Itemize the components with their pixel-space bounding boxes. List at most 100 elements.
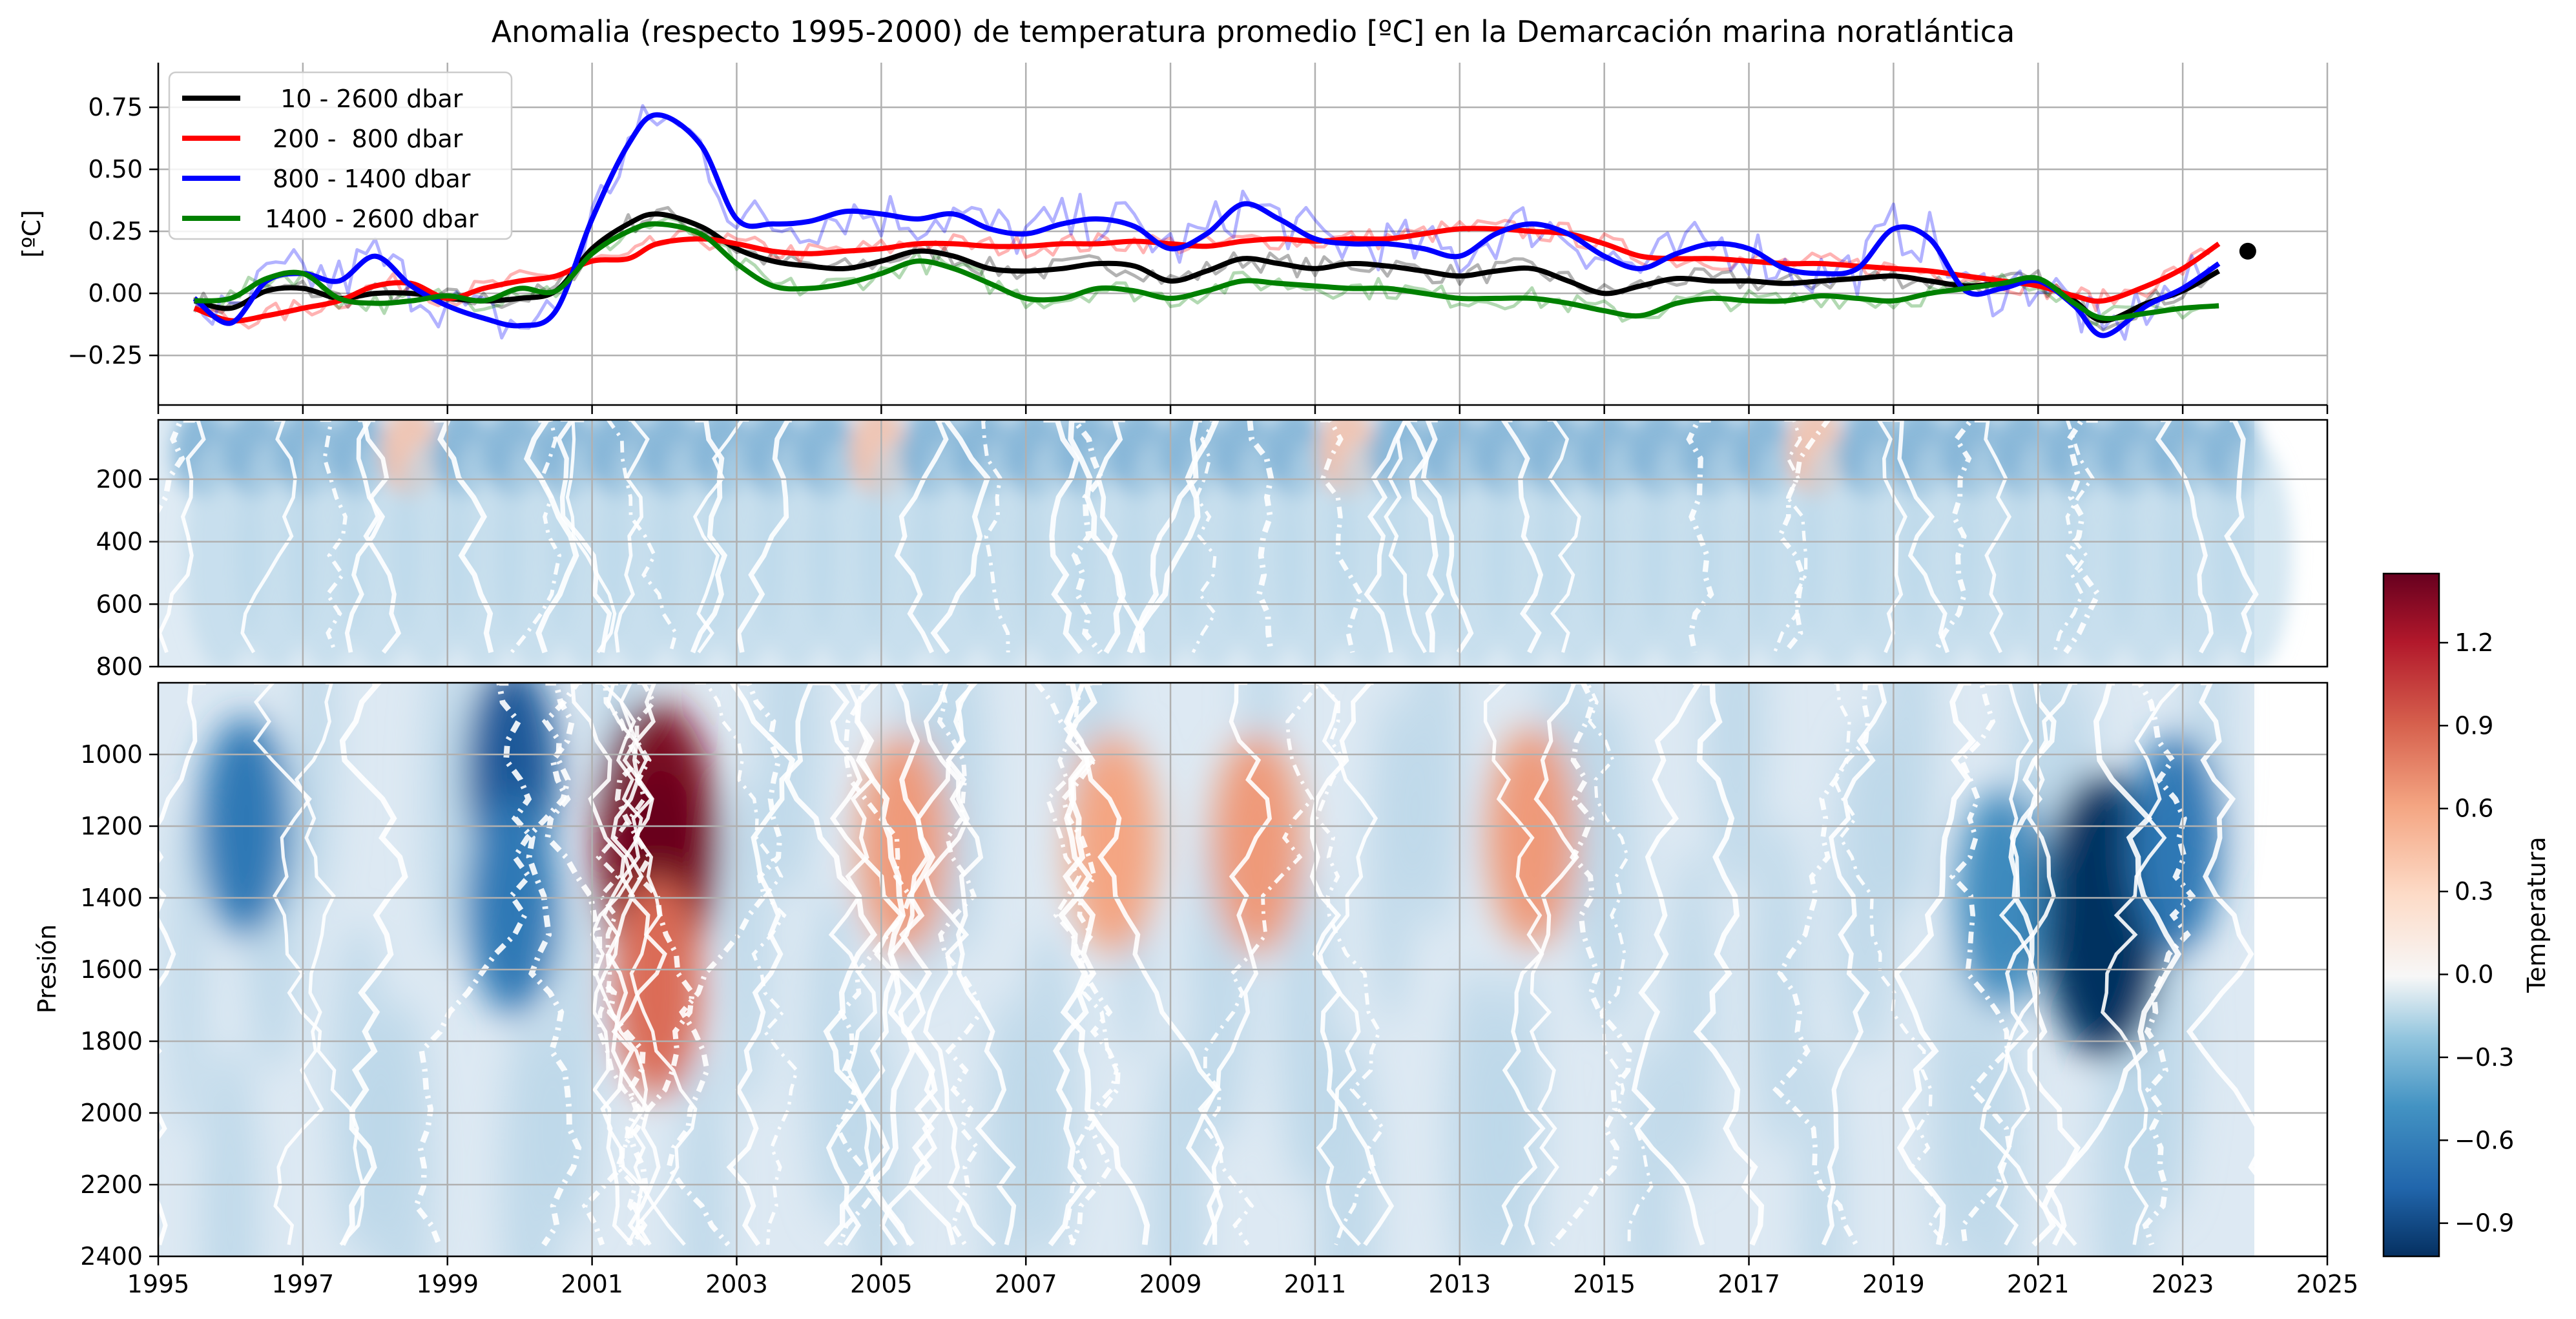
y-tick-label: 800 — [96, 652, 143, 681]
contour-line — [2052, 420, 2095, 653]
heatmap-texture — [1318, 1032, 1380, 1256]
x-tick-label: 2025 — [2296, 1270, 2359, 1298]
heatmap-texture — [984, 990, 1025, 1256]
contour-line — [2031, 683, 2182, 1247]
contour-line — [1198, 683, 1272, 1246]
heatmap-texture — [1370, 688, 1414, 1024]
x-tick-label: 2019 — [1862, 1270, 1925, 1298]
bottom-heatmap-field — [158, 683, 2272, 1256]
x-tick-label: 1995 — [127, 1270, 190, 1298]
y-tick-label: 2400 — [80, 1242, 143, 1271]
y-tick-label: 1400 — [80, 884, 143, 912]
contour-line — [606, 420, 678, 653]
y-tick-label: 1200 — [80, 812, 143, 840]
x-tick-label: 2023 — [2152, 1270, 2214, 1298]
heatmap-texture — [296, 683, 337, 910]
colorbar-tick-label: 0.0 — [2455, 961, 2493, 989]
contour-line — [1777, 420, 1832, 654]
y-tick-label: −0.25 — [68, 341, 143, 369]
contour-line — [879, 683, 979, 1246]
contour-line — [835, 683, 913, 1246]
contour-line — [2224, 420, 2259, 654]
contour-line — [729, 683, 890, 1247]
contour-line — [1320, 420, 1364, 653]
top-series-lines — [192, 112, 2221, 338]
heatmap-texture — [1147, 1043, 1206, 1256]
middle-frame — [157, 419, 2329, 668]
contour-line — [496, 683, 582, 1247]
contour-line — [1247, 420, 1274, 653]
heatmap-texture — [1752, 817, 1805, 1154]
top-x-ticks — [157, 405, 2329, 414]
contour-line — [1876, 420, 1907, 654]
y-tick-label: 200 — [96, 465, 143, 493]
contour-line — [253, 683, 365, 1246]
contour-line — [434, 420, 494, 653]
heatmap-texture — [1575, 694, 1638, 1031]
bottom-x-ticks: 1995 1997 1999 2001 2003 2005 2007 2009 2011 2013… — [127, 1256, 2359, 1298]
end-point-marker — [2239, 242, 2256, 260]
colorbar-gradient — [2382, 572, 2440, 1258]
series-line — [193, 211, 2221, 324]
contour-line — [1070, 420, 1105, 654]
contour-line — [523, 420, 579, 654]
contour-line — [1048, 683, 1097, 1247]
x-tick-label: 2001 — [561, 1270, 623, 1298]
contour-line — [1772, 420, 1808, 653]
colorbar-tick-label: 1.2 — [2455, 628, 2493, 657]
legend-label: 10 - 2600 dbar — [265, 85, 463, 113]
contour-line — [1043, 420, 1083, 654]
heatmap-anomaly — [1212, 734, 1303, 954]
heatmap-texture — [550, 898, 598, 1234]
contour-line — [815, 683, 905, 1247]
heatmap-texture — [201, 1044, 260, 1256]
x-tick-label: 1999 — [416, 1270, 479, 1298]
contour-line — [1034, 683, 1121, 1246]
contour-line — [1547, 420, 1581, 653]
top-y-ticks: −0.25 0.00 0.25 0.50 0.75 — [68, 93, 158, 369]
contour-line — [828, 683, 911, 1246]
heatmap-anomaly — [2130, 734, 2221, 954]
contour-line — [1572, 683, 1654, 1245]
series-noisy-line — [193, 216, 2210, 327]
x-tick-label: 2021 — [2007, 1270, 2070, 1298]
middle-panel: 200 400 600 800 — [96, 419, 2329, 681]
x-tick-label: 2013 — [1428, 1270, 1491, 1298]
contour-line — [1302, 683, 1378, 1246]
contour-line — [894, 420, 949, 654]
contour-line — [610, 683, 667, 1246]
contour-line — [599, 683, 698, 1246]
heatmap-anomaly-core — [2068, 838, 2139, 993]
contour-line — [1065, 683, 1221, 1245]
contour-line — [1384, 420, 1427, 654]
y-tick-label: 1600 — [80, 955, 143, 984]
contour-line — [1133, 420, 1202, 654]
legend-label: 1400 - 2600 dbar — [265, 205, 479, 233]
contour-line — [581, 683, 695, 1246]
y-tick-label: 0.00 — [88, 279, 143, 307]
contour-line — [510, 420, 562, 654]
heatmap-texture — [2214, 439, 2292, 667]
contour-line — [736, 420, 792, 653]
contour-line — [1096, 420, 1145, 653]
colorbar-tick-label: 0.3 — [2455, 877, 2493, 906]
contour-line — [726, 683, 829, 1247]
heatmap-texture — [1497, 960, 1544, 1256]
contour-line — [358, 420, 402, 654]
y-tick-label: 0.25 — [88, 217, 143, 245]
contour-line — [1068, 420, 1127, 654]
contour-line — [1772, 683, 1871, 1246]
contour-line — [158, 683, 206, 1246]
x-tick-label: 2015 — [1573, 1270, 1636, 1298]
contour-line — [273, 683, 336, 1245]
contour-line — [570, 683, 636, 1247]
contour-line — [158, 420, 206, 654]
heatmap-anomaly — [612, 877, 703, 1097]
series-line — [193, 225, 2221, 324]
heatmap-texture — [423, 683, 467, 965]
colorbar-tick-label: −0.9 — [2455, 1209, 2514, 1238]
colorbar-tick-label: −0.6 — [2455, 1126, 2514, 1154]
heatmap-texture — [371, 997, 433, 1256]
